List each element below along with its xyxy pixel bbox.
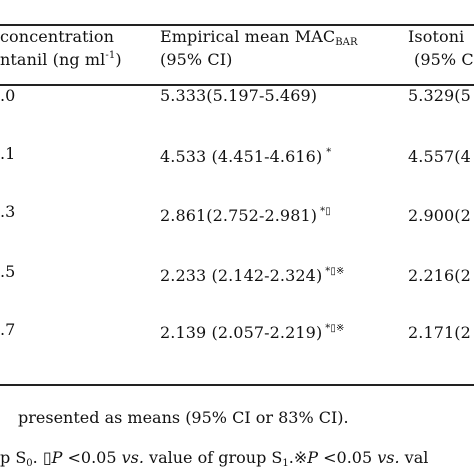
table-header-rule (0, 84, 474, 86)
footnote-part: p S (0, 448, 27, 467)
significance-marks: *▯※ (325, 323, 345, 334)
table-row-isotonic: 2.171(2 (408, 323, 471, 343)
header-isotonic-line1: Isotoni (408, 27, 464, 47)
isotonic-value: 2.216(2 (408, 266, 471, 285)
table-top-rule (0, 24, 474, 26)
footnote-italic-p: P (51, 448, 63, 467)
table-bottom-rule (0, 384, 474, 386)
header-isotonic-line2: (95% C (414, 50, 474, 70)
empirical-value: 2.139 (2.057-2.219) (160, 323, 323, 342)
footnote-line-2: p S0. ▯P <0.05 vs. value of group S1.※P … (0, 448, 429, 469)
dose-value: .7 (0, 320, 16, 339)
table-row-empirical: 5.333(5.197-5.469) (160, 86, 317, 106)
header-empirical-sub: BAR (335, 37, 358, 48)
header-empirical-line2: (95% CI) (160, 50, 233, 70)
significance-marks: *▯※ (325, 266, 345, 277)
table-row-empirical: 4.533 (4.451-4.616) * (160, 147, 331, 167)
dose-value: .0 (0, 86, 16, 105)
significance-marks: *▯ (320, 206, 331, 217)
header-isotonic-text: Isotoni (408, 27, 465, 46)
empirical-value: 5.333(5.197-5.469) (160, 86, 318, 105)
header-isotonic-ci: (95% C (414, 50, 474, 69)
empirical-value: 2.233 (2.142-2.324) (160, 266, 323, 285)
footnote-line-1: presented as means (95% CI or 83% CI). (18, 408, 349, 428)
footnote-part: <0.05 (318, 448, 378, 467)
table-row-dose: .3 (0, 202, 15, 222)
dose-value: .1 (0, 144, 16, 163)
footnote-italic-p: P (307, 448, 319, 467)
header-concentration-text: concentration (0, 27, 115, 46)
dose-value: .3 (0, 202, 16, 221)
table-row-empirical: 2.861(2.752-2.981) *▯ (160, 206, 331, 226)
footnote-sub: 0 (26, 458, 33, 469)
header-concentration-line2: ntanil (ng ml-1) (0, 50, 122, 70)
significance-marks: * (326, 147, 332, 158)
footnote-text: presented as means (95% CI or 83% CI). (18, 408, 349, 427)
dose-value: .5 (0, 262, 16, 281)
table-row-isotonic: 5.329(5 (408, 86, 471, 106)
header-empirical-line1: Empirical mean MACBAR (160, 27, 358, 48)
table-row-isotonic: 2.216(2 (408, 266, 471, 286)
header-unit-sup: -1 (105, 50, 116, 61)
table-row-dose: .5 (0, 262, 15, 282)
header-concentration-line1: concentration (0, 27, 114, 47)
header-empirical-ci: (95% CI) (160, 50, 233, 69)
footnote-italic-vs: vs. (121, 448, 144, 467)
footnote-sub: 1 (282, 458, 289, 469)
footnote-part: . ▯ (32, 448, 52, 467)
table-row-dose: .0 (0, 86, 15, 106)
isotonic-value: 2.900(2 (408, 206, 471, 225)
table-row-isotonic: 4.557(4 (408, 147, 471, 167)
header-unit-close: ) (115, 50, 122, 69)
footnote-part: value of group S (143, 448, 283, 467)
footnote-part: <0.05 (62, 448, 122, 467)
table-row-empirical: 2.139 (2.057-2.219) *▯※ (160, 323, 344, 343)
header-unit-text: ntanil (ng ml (0, 50, 106, 69)
footnote-italic-vs: vs. (377, 448, 400, 467)
table-row-isotonic: 2.900(2 (408, 206, 471, 226)
isotonic-value: 4.557(4 (408, 147, 471, 166)
footnote-part: val (399, 448, 429, 467)
footnote-part: .※ (288, 448, 308, 467)
isotonic-value: 5.329(5 (408, 86, 471, 105)
header-empirical-text: Empirical mean MAC (160, 27, 336, 46)
empirical-value: 4.533 (4.451-4.616) (160, 147, 323, 166)
table-row-dose: .1 (0, 144, 15, 164)
table-row-empirical: 2.233 (2.142-2.324) *▯※ (160, 266, 344, 286)
isotonic-value: 2.171(2 (408, 323, 471, 342)
empirical-value: 2.861(2.752-2.981) (160, 206, 318, 225)
table-row-dose: .7 (0, 320, 15, 340)
